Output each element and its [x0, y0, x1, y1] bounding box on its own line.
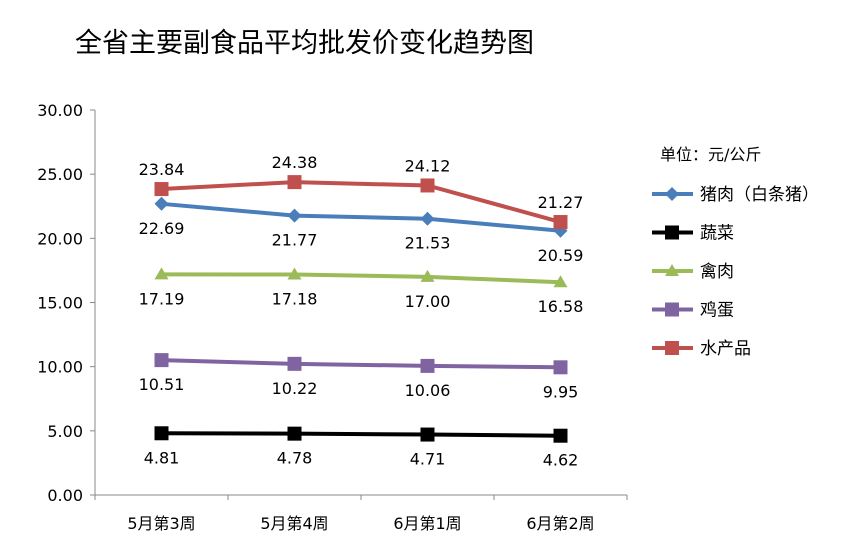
unit-label: 单位：元/公斤 [660, 145, 761, 164]
y-tick-label: 20.00 [37, 229, 83, 248]
data-point [420, 358, 435, 373]
data-point [553, 275, 568, 288]
data-point [287, 356, 302, 371]
x-tick-label: 6月第2周 [526, 514, 594, 533]
legend-label: 猪肉（白条猪） [700, 185, 819, 205]
y-tick-label: 15.00 [37, 294, 83, 313]
data-point [154, 182, 169, 197]
y-tick-label: 0.00 [47, 486, 83, 505]
data-label: 22.69 [139, 219, 185, 238]
series-line [161, 180, 562, 224]
y-tick-label: 25.00 [37, 165, 83, 184]
series-4: 23.84 24.38 24.12 21.27 [139, 153, 584, 230]
data-label: 4.78 [277, 449, 313, 468]
data-label: 10.51 [139, 375, 185, 394]
data-point [154, 267, 169, 280]
series-0: 22.69 21.77 21.53 20.59 [139, 196, 584, 265]
x-tick-label: 5月第4周 [260, 514, 328, 533]
data-point [287, 267, 302, 280]
data-label: 16.58 [538, 297, 584, 316]
series-line [161, 358, 561, 370]
data-label: 17.19 [139, 289, 185, 308]
data-label: 20.59 [538, 246, 584, 265]
x-tick-label: 6月第1周 [393, 514, 461, 533]
data-point [287, 175, 302, 190]
legend-item-3: 鸡蛋 [652, 301, 734, 321]
legend-item-4: 水产品 [652, 339, 751, 359]
series-line [161, 201, 561, 233]
data-label: 21.77 [272, 231, 318, 250]
data-label: 23.84 [139, 160, 185, 179]
data-point [553, 428, 568, 443]
data-label: 4.81 [144, 448, 180, 467]
series-3: 10.51 10.22 10.06 9.95 [139, 353, 579, 401]
series-line [161, 272, 561, 285]
data-label: 4.71 [410, 450, 446, 469]
legend-item-2: 禽肉 [652, 262, 734, 282]
legend-marker [665, 264, 679, 276]
chart-title: 全省主要副食品平均批发价变化趋势图 [75, 28, 534, 59]
x-tick-label: 5月第3周 [127, 514, 195, 533]
data-label: 24.12 [405, 156, 451, 175]
legend-item-1: 蔬菜 [652, 224, 734, 244]
data-label: 10.22 [272, 379, 318, 398]
data-label: 17.18 [272, 290, 318, 309]
data-point [420, 427, 435, 442]
data-point [154, 353, 169, 368]
series-2: 17.19 17.18 17.00 16.58 [139, 267, 584, 316]
data-label: 21.27 [538, 193, 584, 212]
data-label: 4.62 [543, 451, 579, 470]
legend-item-0: 猪肉（白条猪） [652, 185, 819, 205]
data-point [154, 426, 169, 441]
data-label: 24.38 [272, 153, 318, 172]
y-tick-label: 5.00 [47, 422, 83, 441]
legend-label: 蔬菜 [700, 224, 734, 244]
data-label: 10.06 [405, 381, 451, 400]
data-point [154, 196, 169, 211]
legend-marker [665, 225, 679, 240]
data-point [420, 211, 435, 226]
data-point [553, 360, 568, 375]
legend-label: 禽肉 [700, 262, 734, 282]
data-label: 17.00 [405, 292, 451, 311]
data-label: 9.95 [543, 382, 579, 401]
y-tick-label: 30.00 [37, 101, 83, 120]
data-point [287, 208, 302, 223]
series-line [161, 431, 561, 438]
legend-label: 鸡蛋 [700, 301, 734, 321]
data-point [553, 215, 568, 230]
legend-marker [665, 302, 679, 317]
legend-marker [665, 187, 679, 201]
data-point [420, 178, 435, 193]
data-label: 21.53 [405, 234, 451, 253]
legend-marker [665, 341, 679, 355]
data-point [287, 426, 302, 441]
series-1: 4.81 4.78 4.71 4.62 [144, 426, 579, 470]
data-point [420, 269, 435, 282]
y-tick-label: 10.00 [37, 358, 83, 377]
legend-label: 水产品 [700, 339, 751, 359]
